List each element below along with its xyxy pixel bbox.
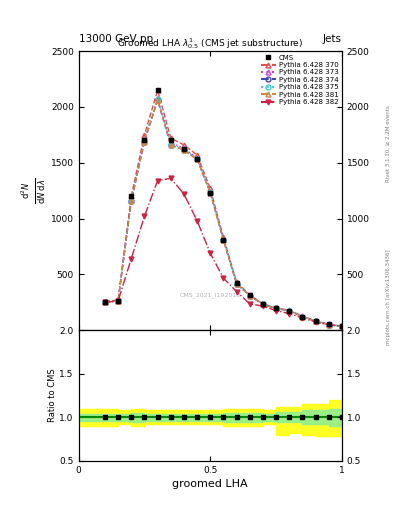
Text: Jets: Jets (323, 33, 342, 44)
X-axis label: groomed LHA: groomed LHA (173, 479, 248, 489)
Y-axis label: $\mathrm{d}^2 N$
$\overline{\mathrm{d}N\;\mathrm{d}\lambda}$: $\mathrm{d}^2 N$ $\overline{\mathrm{d}N\… (19, 178, 48, 204)
Text: CMS_2021_I192018: CMS_2021_I192018 (180, 293, 241, 298)
Text: 13000 GeV pp: 13000 GeV pp (79, 33, 153, 44)
Text: Rivet 3.1.10, ≥ 2.2M events: Rivet 3.1.10, ≥ 2.2M events (386, 105, 391, 182)
Y-axis label: Ratio to CMS: Ratio to CMS (48, 369, 57, 422)
Text: mcplots.cern.ch [arXiv:1306.3436]: mcplots.cern.ch [arXiv:1306.3436] (386, 249, 391, 345)
Title: Groomed LHA $\lambda^{1}_{0.5}$ (CMS jet substructure): Groomed LHA $\lambda^{1}_{0.5}$ (CMS jet… (117, 36, 303, 51)
Legend: CMS, Pythia 6.428 370, Pythia 6.428 373, Pythia 6.428 374, Pythia 6.428 375, Pyt: CMS, Pythia 6.428 370, Pythia 6.428 373,… (259, 53, 340, 106)
